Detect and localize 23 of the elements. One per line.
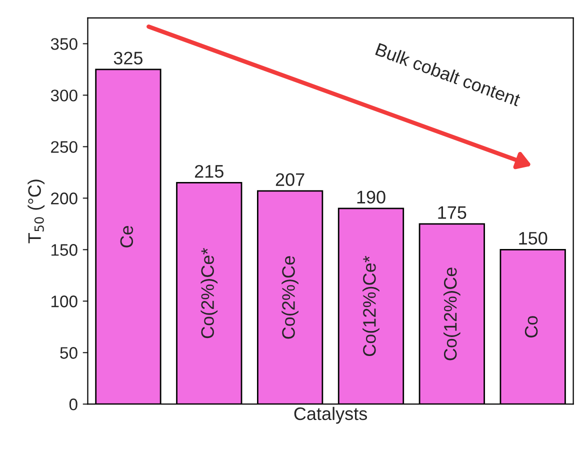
y-axis-title: T$_{50}$ (°C) bbox=[28, 180, 45, 244]
y-tick-label: 100 bbox=[51, 296, 78, 308]
x-tick-label: Co(12%)Ce* bbox=[362, 256, 380, 356]
y-tick-label: 250 bbox=[51, 141, 78, 153]
x-tick-label: Co bbox=[524, 316, 538, 338]
y-tick-label: 50 bbox=[60, 347, 78, 359]
data-label: 150 bbox=[519, 232, 548, 245]
y-tick-label: 200 bbox=[51, 192, 78, 204]
y-tick-label: 150 bbox=[51, 244, 78, 256]
x-tick-label: Ce bbox=[120, 226, 134, 248]
y-tick-label: 350 bbox=[50, 38, 78, 50]
data-label: 325 bbox=[114, 52, 143, 64]
annotation: Bulk cobalt content bbox=[375, 42, 522, 106]
x-tick-label: Co(2%)Ce* bbox=[200, 248, 218, 338]
data-label: 215 bbox=[194, 164, 224, 178]
x-tick-label: Co(12%)Ce bbox=[443, 268, 460, 360]
x-tick-label: Co(2%)Ce bbox=[282, 256, 298, 339]
data-label: 190 bbox=[357, 190, 386, 204]
y-tick-label: 0 bbox=[69, 398, 78, 410]
y-tick-label: 300 bbox=[50, 90, 78, 102]
x-axis-title: Catalysts bbox=[294, 406, 367, 424]
data-label: 175 bbox=[438, 206, 466, 219]
data-label: 207 bbox=[276, 173, 304, 186]
